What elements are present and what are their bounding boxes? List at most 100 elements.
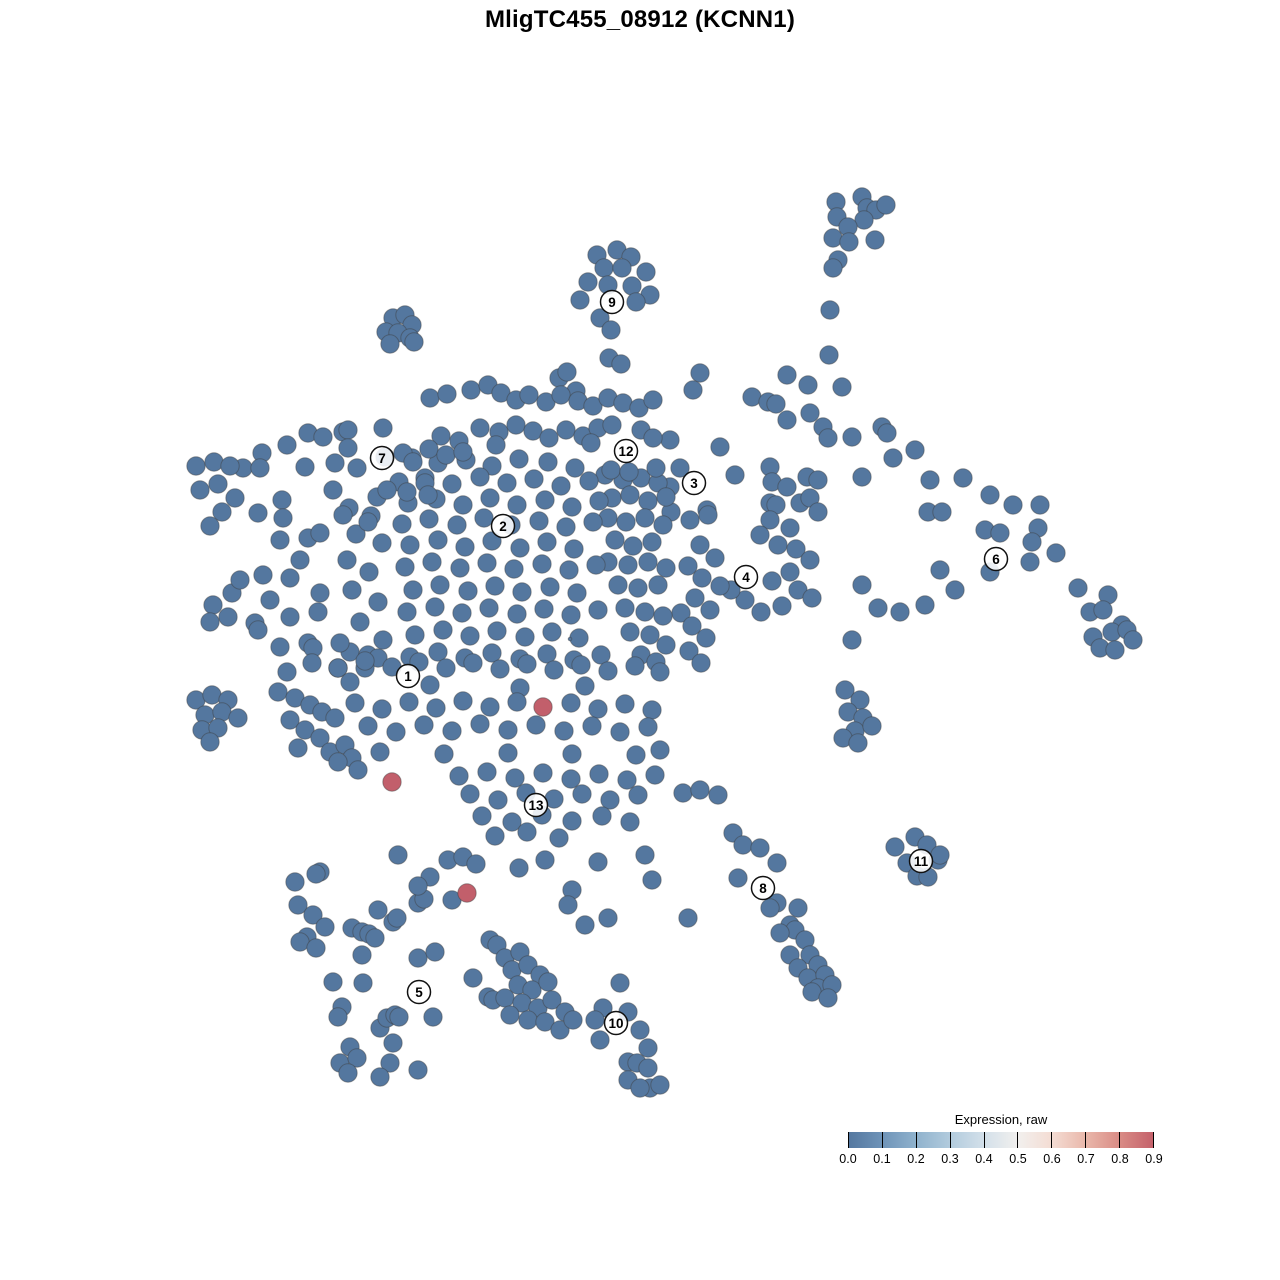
data-point — [380, 1053, 400, 1073]
data-point — [629, 398, 649, 418]
data-point — [431, 426, 451, 446]
data-point — [460, 784, 480, 804]
cluster-label-circle — [908, 848, 934, 874]
data-point — [288, 895, 308, 915]
data-point — [615, 694, 635, 714]
data-point — [635, 508, 655, 528]
data-point — [430, 575, 450, 595]
legend-tick-label: 0.1 — [873, 1152, 891, 1166]
data-point — [466, 854, 486, 874]
data-point — [509, 449, 529, 469]
data-point — [373, 418, 393, 438]
cluster-label: 2 — [490, 513, 516, 539]
data-point — [328, 752, 348, 772]
data-point — [295, 457, 315, 477]
data-point — [638, 1038, 658, 1058]
data-point — [315, 917, 335, 937]
data-point — [437, 384, 457, 404]
data-point — [1020, 552, 1040, 572]
data-point — [564, 539, 584, 559]
data-point — [544, 660, 564, 680]
data-point — [463, 653, 483, 673]
data-point — [586, 555, 606, 575]
data-point — [463, 968, 483, 988]
cluster-label-number: 6 — [992, 552, 1000, 567]
data-point — [770, 923, 790, 943]
data-point — [302, 653, 322, 673]
data-point — [295, 720, 315, 740]
data-point — [405, 625, 425, 645]
data-point — [557, 362, 577, 382]
data-point — [1093, 600, 1113, 620]
data-point — [540, 577, 560, 597]
data-point — [590, 308, 610, 328]
data-point — [622, 276, 642, 296]
data-point — [449, 766, 469, 786]
data-point — [558, 895, 578, 915]
data-point — [650, 740, 670, 760]
data-point — [353, 973, 373, 993]
data-point — [538, 452, 558, 472]
cluster-label: 8 — [750, 875, 776, 901]
data-point — [323, 972, 343, 992]
data-point — [277, 435, 297, 455]
data-point — [490, 659, 510, 679]
data-point — [403, 452, 423, 472]
data-point — [678, 908, 698, 928]
data-point — [885, 837, 905, 857]
legend-tick-label: 0.8 — [1111, 1152, 1129, 1166]
data-point — [340, 672, 360, 692]
data-point — [700, 600, 720, 620]
data-point — [433, 620, 453, 640]
cluster-label-number: 4 — [742, 570, 750, 585]
data-point — [370, 742, 390, 762]
data-point — [348, 760, 368, 780]
data-point — [788, 898, 808, 918]
data-point — [920, 470, 940, 490]
cluster-label: 1 — [395, 663, 421, 689]
data-point — [538, 972, 558, 992]
data-point — [447, 515, 467, 535]
data-point — [509, 858, 529, 878]
legend-tick-label: 0.7 — [1077, 1152, 1095, 1166]
data-point — [358, 512, 378, 532]
data-point — [635, 845, 655, 865]
data-point — [682, 616, 702, 636]
data-point — [337, 550, 357, 570]
cluster-label-number: 3 — [690, 476, 698, 491]
data-point — [588, 852, 608, 872]
data-point — [495, 988, 515, 1008]
data-point — [225, 488, 245, 508]
data-point — [419, 509, 439, 529]
data-point — [579, 471, 599, 491]
data-point — [397, 602, 417, 622]
data-point — [403, 580, 423, 600]
data-point — [890, 602, 910, 622]
data-point — [876, 195, 896, 215]
data-point — [328, 658, 348, 678]
data-point — [601, 320, 621, 340]
data-point — [583, 512, 603, 532]
data-point — [679, 641, 699, 661]
data-point — [310, 728, 330, 748]
data-point — [575, 676, 595, 696]
data-point — [529, 511, 549, 531]
data-point — [285, 872, 305, 892]
data-point — [400, 535, 420, 555]
data-point — [408, 948, 428, 968]
data-point — [325, 453, 345, 473]
data-point — [457, 883, 477, 903]
data-point — [800, 403, 820, 423]
data-point — [310, 523, 330, 543]
data-point — [442, 474, 462, 494]
data-point — [487, 621, 507, 641]
data-point — [500, 1005, 520, 1025]
data-point — [653, 606, 673, 626]
data-point — [535, 490, 555, 510]
data-point — [313, 427, 333, 447]
data-point — [571, 655, 591, 675]
data-point — [1068, 578, 1088, 598]
data-point — [537, 644, 557, 664]
